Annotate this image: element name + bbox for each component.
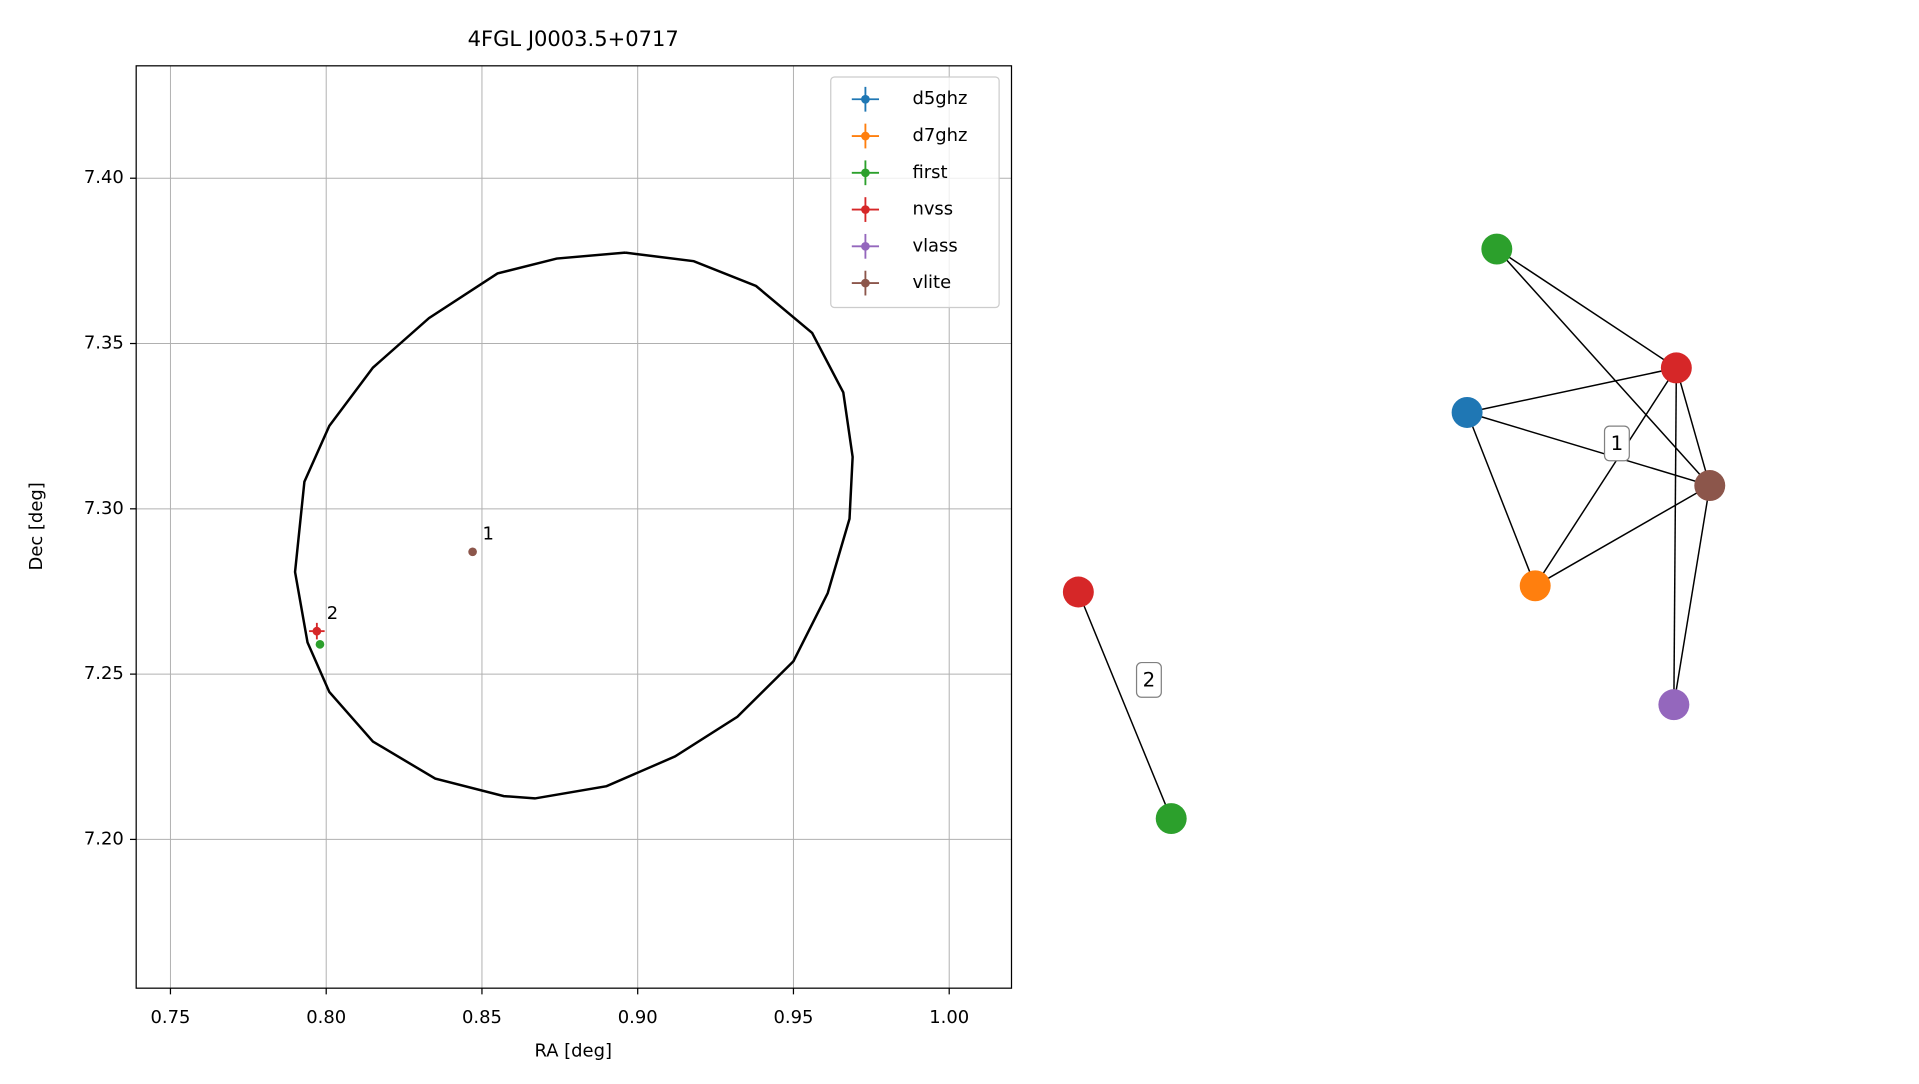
graph-edge [1496,248,1711,487]
point-label: 2 [327,603,338,624]
chart-title: 4FGL J0003.5+0717 [468,26,679,51]
legend-marker [861,94,870,104]
graph-edge [1466,411,1710,487]
graph-edge [1534,484,1711,587]
x-tick-label: 0.75 [150,1007,190,1028]
graph-node [1694,470,1726,502]
graph-node [1660,352,1692,384]
graph-edge [1673,485,1711,705]
point [468,547,477,557]
x-tick-label: 0.90 [618,1007,658,1028]
legend-marker [861,131,870,141]
x-tick-label: 1.00 [929,1007,969,1028]
error-ellipse [293,251,854,800]
graph-node [1155,803,1187,835]
cluster-label-box [1603,425,1630,462]
graph-node [1062,576,1094,608]
legend-marker [861,241,870,251]
legend-label: nvss [912,199,953,220]
graph-node [1481,233,1513,265]
legend-marker [861,205,870,214]
graph-node [1658,689,1690,721]
y-tick-label: 7.40 [84,167,124,188]
x-tick-label: 0.85 [462,1007,502,1028]
legend-label: d7ghz [912,125,967,146]
graph-node [1519,570,1551,602]
cluster-label: 2 [1143,669,1156,692]
legend-box [830,76,1000,309]
legend-label: d5ghz [912,88,967,109]
legend-label: first [912,162,947,183]
cluster-label: 1 [1611,432,1624,455]
y-tick-label: 7.30 [84,498,124,519]
legend-label: vlite [912,272,951,293]
x-tick-label: 0.95 [773,1007,813,1028]
point-label: 1 [483,523,494,544]
cluster-label-box [1135,661,1162,698]
graph-edge [1077,591,1172,819]
graph-edge [1675,367,1711,486]
x-axis-label: RA [deg] [534,1040,612,1061]
point [315,640,325,649]
graph-node [1451,397,1483,428]
y-tick-label: 7.20 [84,828,124,849]
y-axis-label: Dec [deg] [26,482,47,570]
legend-marker [861,278,870,288]
axes-frame [135,65,1013,989]
y-tick-label: 7.25 [84,663,124,684]
graph-edge [1466,367,1677,414]
point [312,626,322,636]
graph-edge [1534,367,1677,587]
y-tick-label: 7.35 [84,333,124,354]
legend-marker [861,168,870,178]
graph-edge [1496,248,1677,369]
legend-label: vlass [912,235,957,256]
graph-edge [1466,412,1536,587]
graph-edge [1673,367,1678,705]
x-tick-label: 0.80 [306,1007,346,1028]
